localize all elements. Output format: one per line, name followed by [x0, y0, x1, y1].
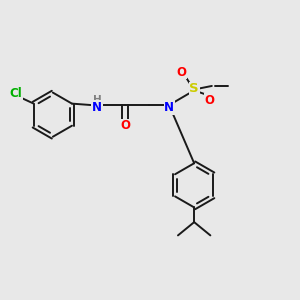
Text: S: S: [189, 82, 199, 95]
Text: N: N: [92, 101, 102, 114]
Text: Cl: Cl: [10, 87, 22, 101]
Text: O: O: [177, 66, 187, 79]
Text: O: O: [120, 119, 130, 132]
Text: O: O: [205, 94, 215, 106]
Text: H: H: [93, 95, 101, 105]
Text: N: N: [164, 101, 174, 114]
